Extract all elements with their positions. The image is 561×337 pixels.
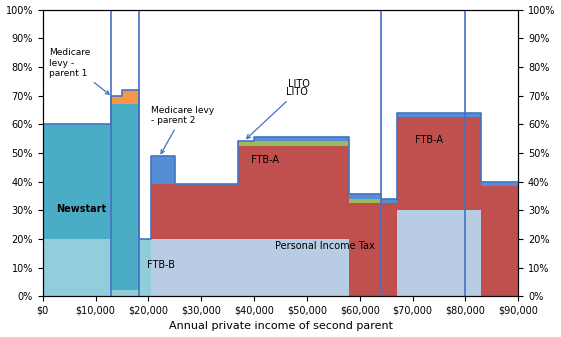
- Text: LITO: LITO: [288, 79, 310, 89]
- Text: Medicare levy
- parent 2: Medicare levy - parent 2: [151, 105, 214, 154]
- X-axis label: Annual private income of second parent: Annual private income of second parent: [168, 321, 393, 332]
- Text: Medicare
levy -
parent 1: Medicare levy - parent 1: [49, 48, 109, 94]
- Text: Newstart: Newstart: [56, 204, 106, 214]
- Text: FTB-B: FTB-B: [148, 259, 176, 270]
- Text: Personal Income Tax: Personal Income Tax: [275, 241, 375, 251]
- Text: FTB-A: FTB-A: [251, 155, 279, 165]
- Text: FTB-A: FTB-A: [415, 135, 443, 145]
- Text: LITO: LITO: [247, 87, 307, 139]
